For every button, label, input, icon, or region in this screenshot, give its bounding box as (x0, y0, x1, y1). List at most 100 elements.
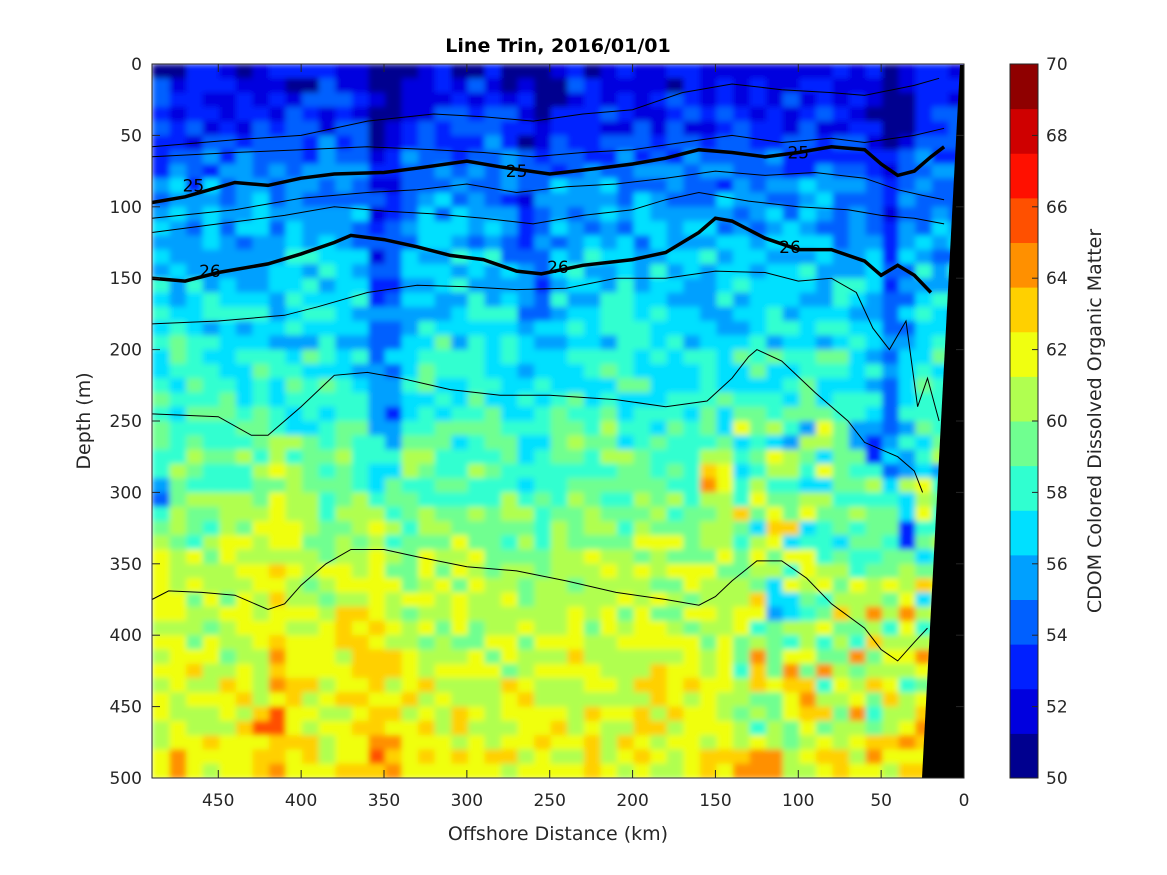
heat-cell (234, 164, 253, 180)
heat-cell (798, 221, 816, 237)
heat-cell (798, 449, 816, 465)
heat-cell (732, 135, 750, 151)
heat-cell (483, 78, 501, 94)
heat-cell (251, 620, 269, 637)
heat-cell (185, 249, 203, 265)
heat-cell (665, 706, 684, 722)
heat-cell (732, 278, 750, 294)
heat-cell (384, 321, 402, 337)
heat-cell (500, 678, 518, 694)
heat-cell (798, 164, 816, 180)
heat-cell (549, 478, 568, 494)
heat-cell (582, 692, 601, 708)
heat-cell (334, 606, 352, 622)
heat-cell (582, 192, 601, 208)
heat-cell (765, 164, 783, 180)
heat-cell (798, 720, 816, 737)
heat-cell (367, 135, 385, 151)
heat-cell (632, 378, 651, 394)
heat-cell (234, 92, 253, 108)
heat-cell (466, 321, 485, 337)
heat-cell (897, 278, 916, 294)
heat-cell (715, 249, 733, 265)
heat-cell (814, 463, 833, 480)
heat-cell (781, 421, 800, 437)
heat-cell (798, 592, 816, 608)
heat-cell (649, 563, 667, 580)
heat-cell (881, 678, 899, 694)
heat-cell (549, 492, 568, 508)
heat-cell (433, 692, 452, 708)
heat-cell (284, 378, 303, 394)
heat-cell (848, 763, 866, 778)
heat-cell (251, 378, 269, 394)
heat-cell (682, 578, 700, 594)
heat-cell (881, 763, 899, 778)
heat-cell (500, 363, 518, 380)
heat-cell (251, 106, 269, 123)
heat-cell (483, 92, 501, 108)
heat-cell (649, 678, 667, 694)
heat-cell (814, 249, 833, 265)
heat-cell (400, 649, 419, 665)
heat-cell (450, 292, 468, 308)
heat-cell (284, 235, 303, 251)
heat-cell (798, 349, 816, 365)
heat-cell (649, 735, 667, 751)
heat-cell (367, 421, 385, 437)
heat-cell (400, 64, 419, 80)
heat-cell (500, 335, 518, 351)
heat-cell (682, 649, 700, 665)
heat-cell (864, 563, 883, 580)
heat-cell (417, 306, 435, 323)
heat-cell (698, 549, 717, 565)
heat-cell (185, 206, 203, 223)
isopycnal-label-26: 26 (199, 262, 221, 282)
heat-cell (168, 78, 187, 94)
heat-cell (417, 206, 435, 223)
heat-cell (765, 463, 783, 480)
heat-cell (417, 735, 435, 751)
heat-cell (665, 449, 684, 465)
heat-cell (218, 235, 236, 251)
heat-cell (185, 378, 203, 394)
heat-cell (533, 663, 551, 680)
heat-cell (748, 421, 767, 437)
y-tick-label: 150 (110, 269, 142, 289)
heat-cell (317, 64, 336, 80)
heat-cell (450, 406, 468, 422)
heat-cell (831, 449, 849, 465)
heat-cell (350, 478, 369, 494)
heat-cell (781, 192, 800, 208)
heat-cell (251, 92, 269, 108)
heat-cell (698, 263, 717, 280)
heat-cell (698, 192, 717, 208)
heat-cell (632, 649, 651, 665)
isopycnal-label-25: 25 (506, 162, 528, 182)
heat-cell (715, 292, 733, 308)
heat-cell (649, 635, 667, 651)
heat-cell (616, 235, 634, 251)
heat-cell (152, 606, 170, 622)
heat-cell (268, 678, 286, 694)
heat-cell (798, 406, 816, 422)
heat-cell (864, 421, 883, 437)
heat-cell (599, 563, 617, 580)
heat-cell (682, 592, 700, 608)
heat-cell (334, 735, 352, 751)
heat-cell (616, 392, 634, 408)
heat-cell (417, 592, 435, 608)
heat-cell (533, 720, 551, 737)
heat-cell (732, 649, 750, 665)
heat-cell (632, 164, 651, 180)
heat-cell (698, 435, 717, 451)
heat-cell (168, 592, 187, 608)
heat-cell (201, 235, 220, 251)
heat-cell (317, 335, 336, 351)
heat-cell (168, 363, 187, 380)
heat-cell (831, 278, 849, 294)
heat-cell (516, 620, 535, 637)
heat-cell (234, 463, 253, 480)
heat-cell (616, 263, 634, 280)
heat-cell (582, 335, 601, 351)
